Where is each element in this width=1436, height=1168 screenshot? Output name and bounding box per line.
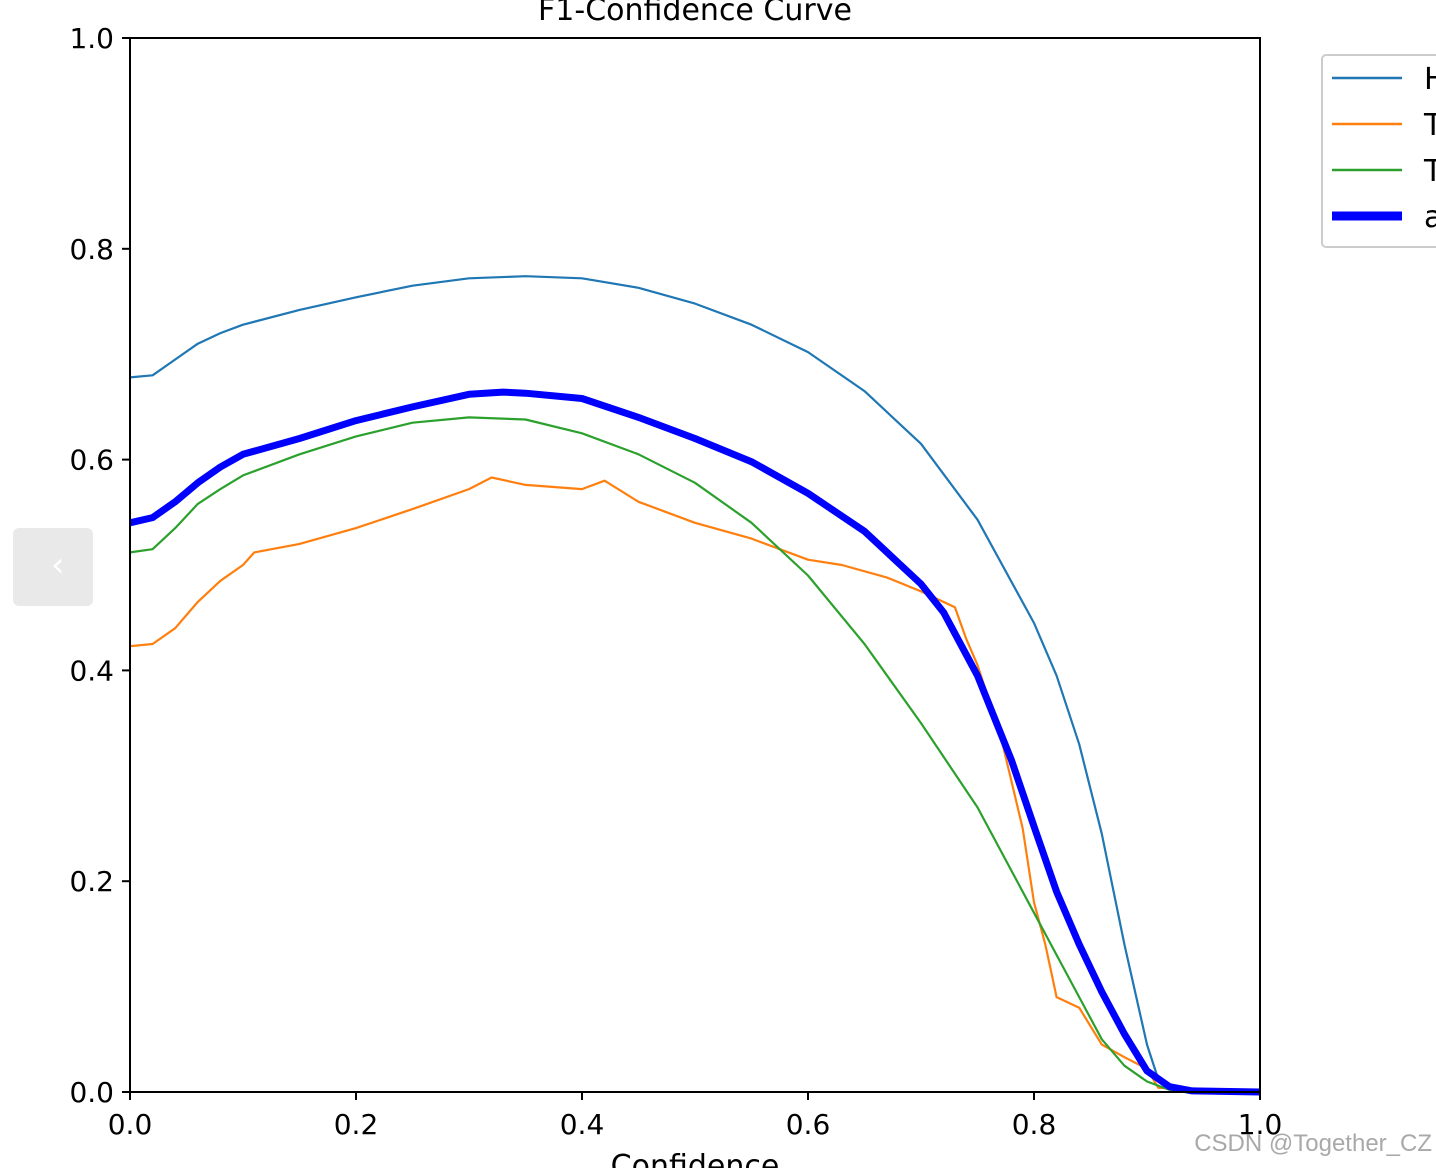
collapse-panel-button[interactable]: ‹ bbox=[13, 528, 93, 606]
y-tick-label: 1.0 bbox=[69, 22, 114, 55]
x-tick-label: 0.4 bbox=[560, 1108, 605, 1141]
y-tick-label: 0.8 bbox=[69, 233, 114, 266]
series-line-4 bbox=[129, 388, 1261, 1096]
plot-frame bbox=[129, 37, 1261, 1093]
chart-title: F1-Confidence Curve bbox=[538, 0, 852, 28]
x-tick-label: 0.0 bbox=[108, 1108, 153, 1141]
y-tick-label: 0.4 bbox=[69, 654, 114, 687]
legend-label-4: a bbox=[1424, 200, 1436, 235]
watermark: CSDN @Together_CZ bbox=[1194, 1130, 1432, 1157]
x-tick-label: 0.2 bbox=[334, 1108, 379, 1141]
legend-label-2: T bbox=[1423, 108, 1436, 143]
y-tick-label: 0.6 bbox=[69, 444, 114, 477]
series-line-1 bbox=[129, 275, 1261, 1094]
plot-lines bbox=[129, 275, 1261, 1096]
series-line-3 bbox=[129, 416, 1261, 1094]
y-axis-ticks: 0.0 0.2 0.4 0.6 0.8 1.0 bbox=[69, 22, 130, 1109]
x-tick-label: 0.8 bbox=[1012, 1108, 1057, 1141]
chevron-left-icon: ‹ bbox=[51, 545, 65, 585]
legend-label-1: H bbox=[1424, 62, 1436, 97]
legend-box bbox=[1321, 54, 1436, 248]
x-tick-label: 0.6 bbox=[786, 1108, 831, 1141]
x-tick-label: 1.0 bbox=[1238, 1108, 1283, 1141]
y-tick-label: 0.0 bbox=[69, 1076, 114, 1109]
legend-label-3: T bbox=[1423, 154, 1436, 189]
x-axis-title: Confidence bbox=[611, 1149, 780, 1168]
y-tick-label: 0.2 bbox=[69, 865, 114, 898]
x-axis-ticks: 0.0 0.2 0.4 0.6 0.8 1.0 bbox=[108, 1092, 1283, 1141]
